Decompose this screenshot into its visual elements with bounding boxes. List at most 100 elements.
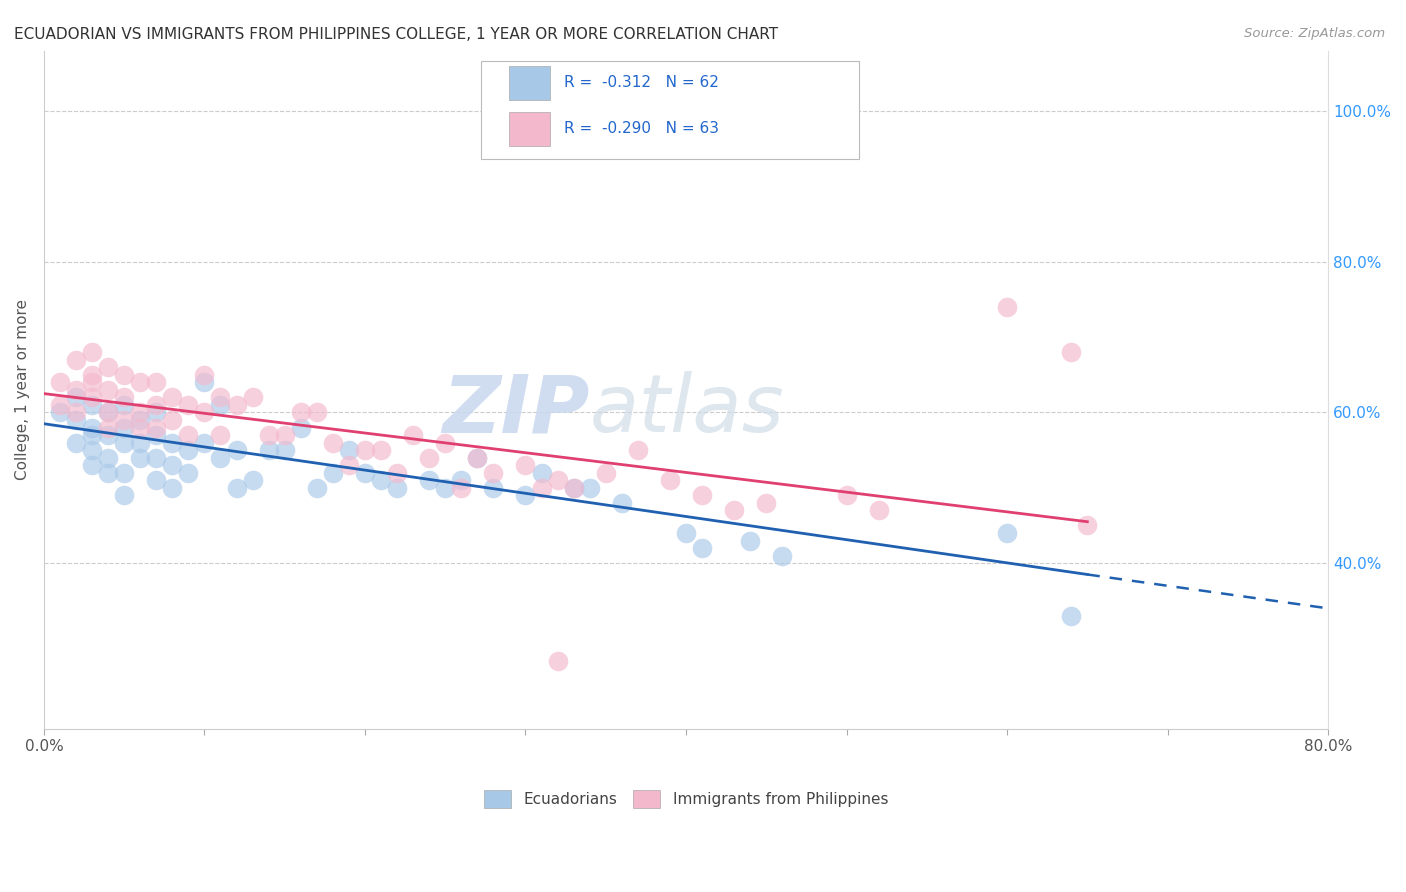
Point	[97, 428, 120, 442]
Point	[80, 345, 103, 359]
Text: ZIP: ZIP	[443, 371, 589, 450]
Point	[225, 481, 247, 495]
Point	[65, 435, 87, 450]
Point	[80, 443, 103, 458]
Point	[547, 654, 569, 668]
Y-axis label: College, 1 year or more: College, 1 year or more	[15, 300, 30, 480]
Point	[112, 488, 135, 502]
Point	[627, 443, 650, 458]
Point	[209, 428, 232, 442]
Point	[370, 443, 392, 458]
Point	[162, 390, 184, 404]
Point	[515, 458, 537, 473]
Point	[112, 398, 135, 412]
Point	[65, 383, 87, 397]
Point	[193, 405, 215, 419]
Text: Source: ZipAtlas.com: Source: ZipAtlas.com	[1244, 27, 1385, 40]
Point	[755, 496, 778, 510]
Point	[129, 405, 152, 419]
Point	[80, 458, 103, 473]
Point	[162, 458, 184, 473]
Point	[257, 443, 280, 458]
Point	[465, 450, 488, 465]
Point	[322, 435, 344, 450]
Point	[354, 466, 377, 480]
Point	[80, 428, 103, 442]
Point	[162, 435, 184, 450]
Point	[1060, 608, 1083, 623]
Point	[209, 450, 232, 465]
Point	[723, 503, 745, 517]
Point	[690, 488, 713, 502]
Point	[177, 428, 200, 442]
Point	[610, 496, 633, 510]
Point	[740, 533, 762, 548]
Point	[145, 473, 167, 487]
Point	[97, 383, 120, 397]
Point	[112, 420, 135, 434]
Point	[868, 503, 890, 517]
Point	[129, 435, 152, 450]
Point	[80, 398, 103, 412]
Point	[97, 420, 120, 434]
Point	[112, 368, 135, 382]
Point	[465, 450, 488, 465]
Point	[129, 413, 152, 427]
Point	[530, 481, 553, 495]
Point	[562, 481, 585, 495]
Point	[578, 481, 600, 495]
Point	[145, 420, 167, 434]
Point	[1060, 345, 1083, 359]
Point	[354, 443, 377, 458]
Legend: Ecuadorians, Immigrants from Philippines: Ecuadorians, Immigrants from Philippines	[478, 784, 894, 814]
Point	[80, 376, 103, 390]
Point	[562, 481, 585, 495]
Point	[450, 473, 472, 487]
Point	[290, 420, 312, 434]
Point	[97, 405, 120, 419]
Point	[482, 466, 505, 480]
Point	[49, 398, 72, 412]
Point	[225, 443, 247, 458]
Point	[337, 458, 360, 473]
Point	[675, 526, 697, 541]
Point	[450, 481, 472, 495]
Point	[65, 390, 87, 404]
Point	[145, 405, 167, 419]
Point	[305, 405, 328, 419]
Point	[242, 473, 264, 487]
Point	[177, 466, 200, 480]
Point	[193, 376, 215, 390]
Point	[65, 352, 87, 367]
Point	[257, 428, 280, 442]
Point	[145, 428, 167, 442]
Point	[80, 390, 103, 404]
Point	[112, 413, 135, 427]
Point	[97, 466, 120, 480]
Point	[97, 450, 120, 465]
Point	[1076, 518, 1098, 533]
Point	[273, 428, 295, 442]
Point	[177, 443, 200, 458]
Point	[97, 405, 120, 419]
Point	[418, 473, 440, 487]
Point	[370, 473, 392, 487]
Point	[995, 526, 1018, 541]
Point	[145, 398, 167, 412]
Point	[129, 420, 152, 434]
FancyBboxPatch shape	[509, 112, 550, 145]
Point	[162, 481, 184, 495]
Point	[659, 473, 682, 487]
Point	[193, 368, 215, 382]
Point	[97, 360, 120, 375]
Point	[65, 413, 87, 427]
Point	[595, 466, 617, 480]
Point	[80, 420, 103, 434]
Point	[273, 443, 295, 458]
Point	[65, 405, 87, 419]
Point	[80, 368, 103, 382]
Point	[112, 435, 135, 450]
Point	[995, 300, 1018, 314]
Point	[305, 481, 328, 495]
Text: R =  -0.312   N = 62: R = -0.312 N = 62	[564, 75, 718, 90]
